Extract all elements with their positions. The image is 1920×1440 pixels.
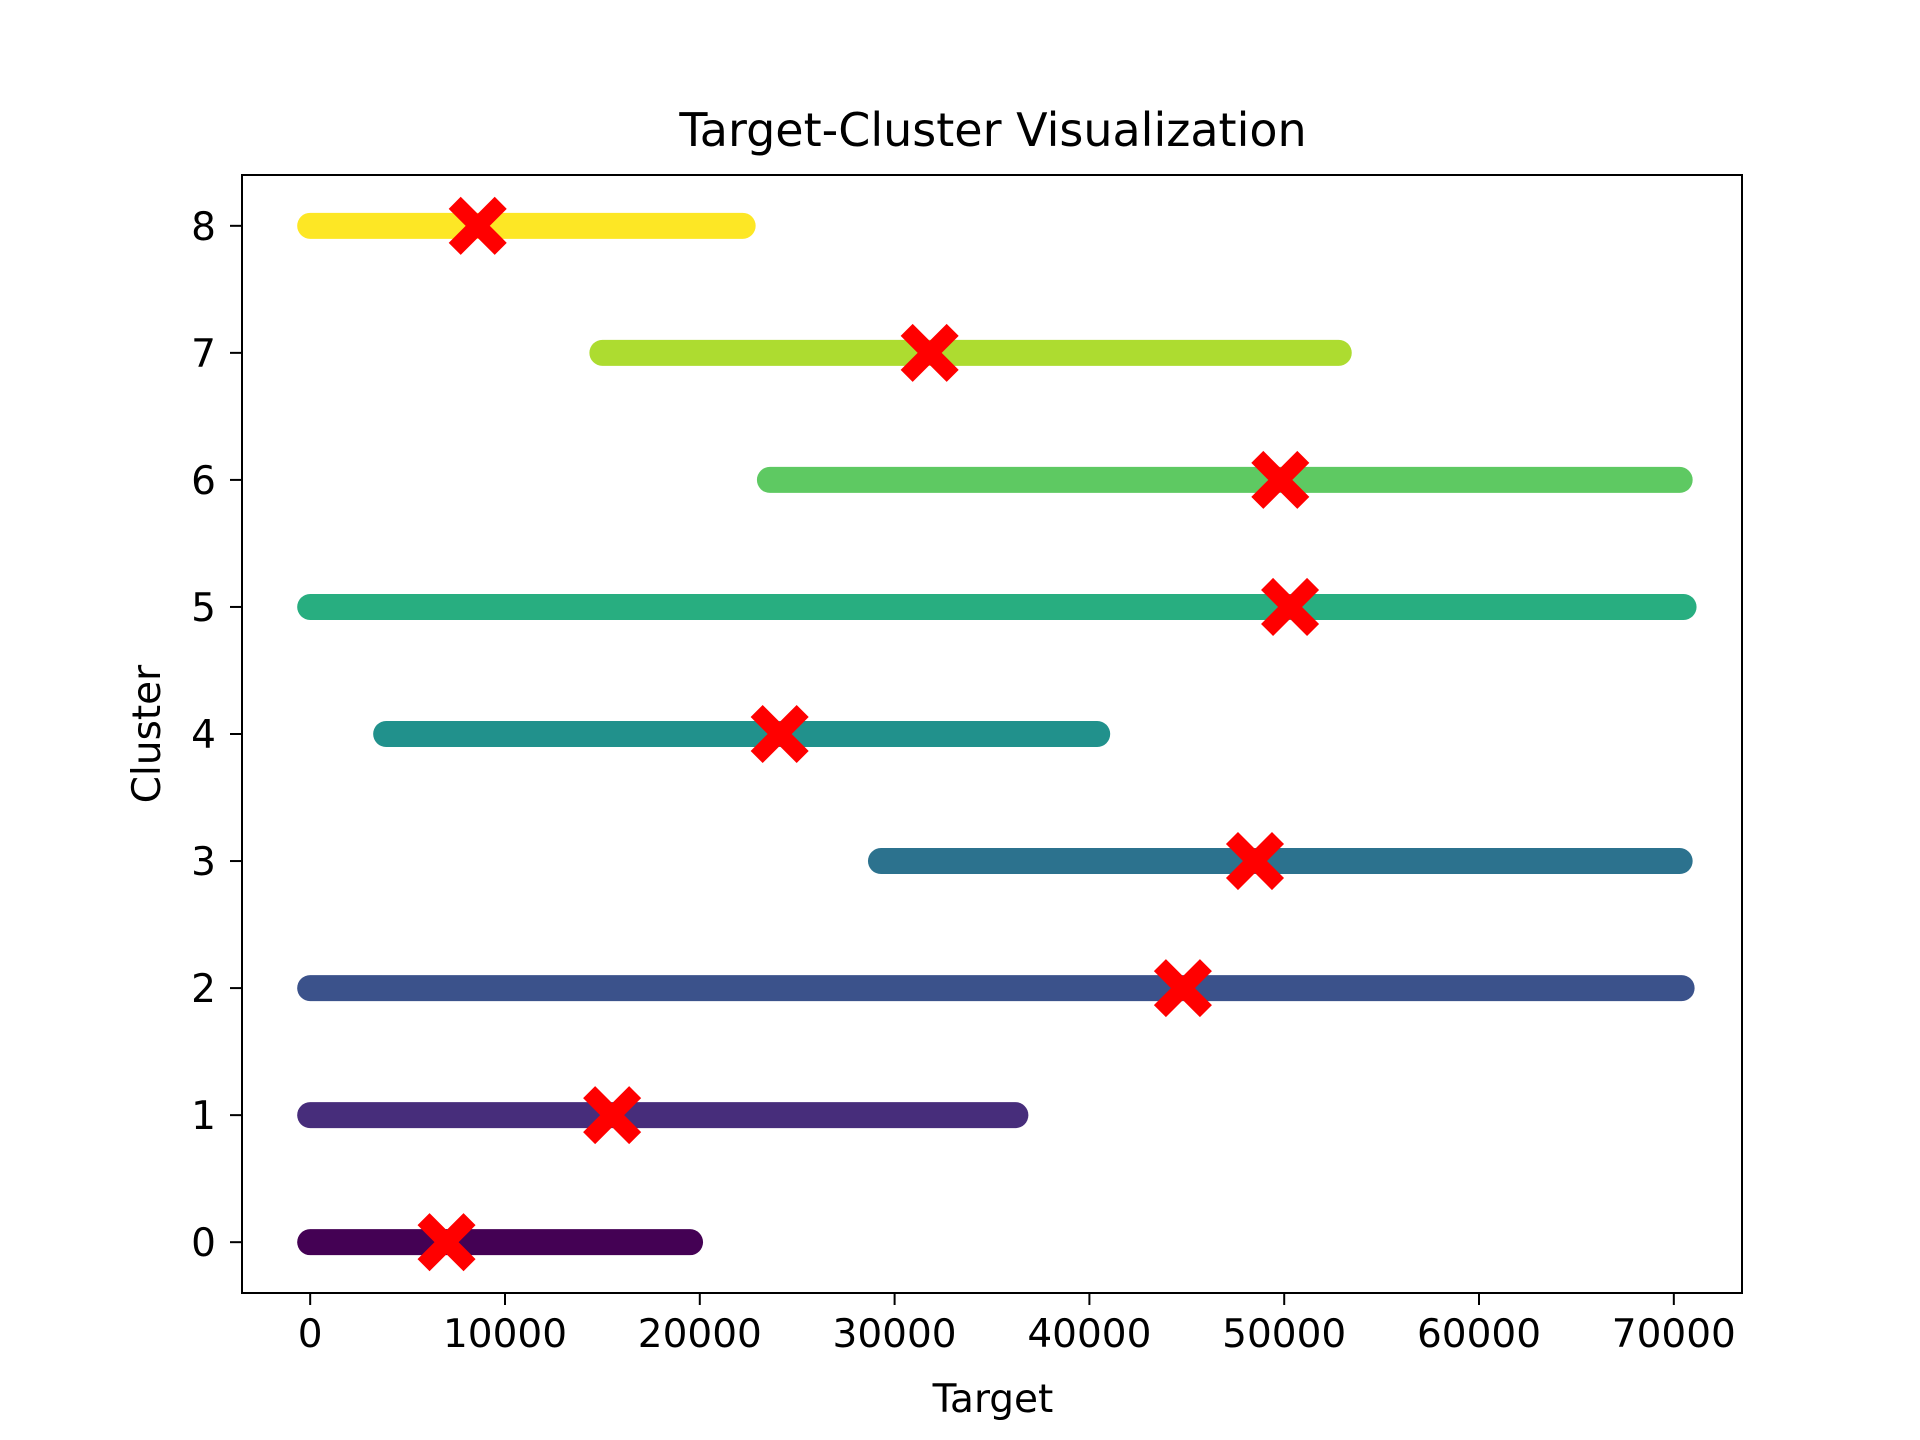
centroid-marker-4: [750, 704, 809, 764]
x-tick-label-60000: 60000: [1417, 1312, 1541, 1357]
y-axis-label: Cluster: [125, 664, 170, 803]
y-tick-label-0: 0: [191, 1221, 216, 1266]
centroid-marker-8: [448, 196, 507, 255]
x-tick-label-50000: 50000: [1222, 1312, 1346, 1357]
centroid-marker-5: [1261, 577, 1320, 636]
centroid-marker-0: [417, 1213, 476, 1272]
y-tick-label-4: 4: [191, 713, 216, 758]
y-tick-label-7: 7: [191, 332, 216, 377]
y-tick-label-3: 3: [191, 840, 216, 885]
centroid-marker-3: [1225, 832, 1285, 891]
y-tick-label-2: 2: [191, 967, 216, 1012]
plot-layer: [297, 196, 1697, 1272]
y-tick-label-6: 6: [191, 459, 216, 504]
x-tick-label-40000: 40000: [1027, 1312, 1151, 1357]
y-axis: 0 1 2 3 4 5 6 7 8: [191, 205, 242, 1266]
centroid-marker-1: [583, 1086, 642, 1145]
chart-title: Target-Cluster Visualization: [678, 103, 1306, 157]
y-tick-label-8: 8: [191, 205, 216, 250]
y-tick-label-1: 1: [191, 1094, 216, 1139]
y-tick-label-5: 5: [191, 586, 216, 631]
centroid-marker-2: [1153, 959, 1212, 1018]
x-tick-label-20000: 20000: [638, 1312, 762, 1357]
x-tick-label-70000: 70000: [1612, 1312, 1736, 1357]
x-axis-label: Target: [932, 1377, 1054, 1422]
x-axis: 0 10000 20000 30000 40000 50000 60000 70000: [298, 1293, 1736, 1357]
centroid-marker-6: [1251, 450, 1310, 509]
x-tick-label-30000: 30000: [833, 1312, 957, 1357]
x-tick-label-10000: 10000: [443, 1312, 567, 1357]
x-tick-label-0: 0: [298, 1312, 323, 1357]
centroid-marker-7: [900, 323, 959, 382]
